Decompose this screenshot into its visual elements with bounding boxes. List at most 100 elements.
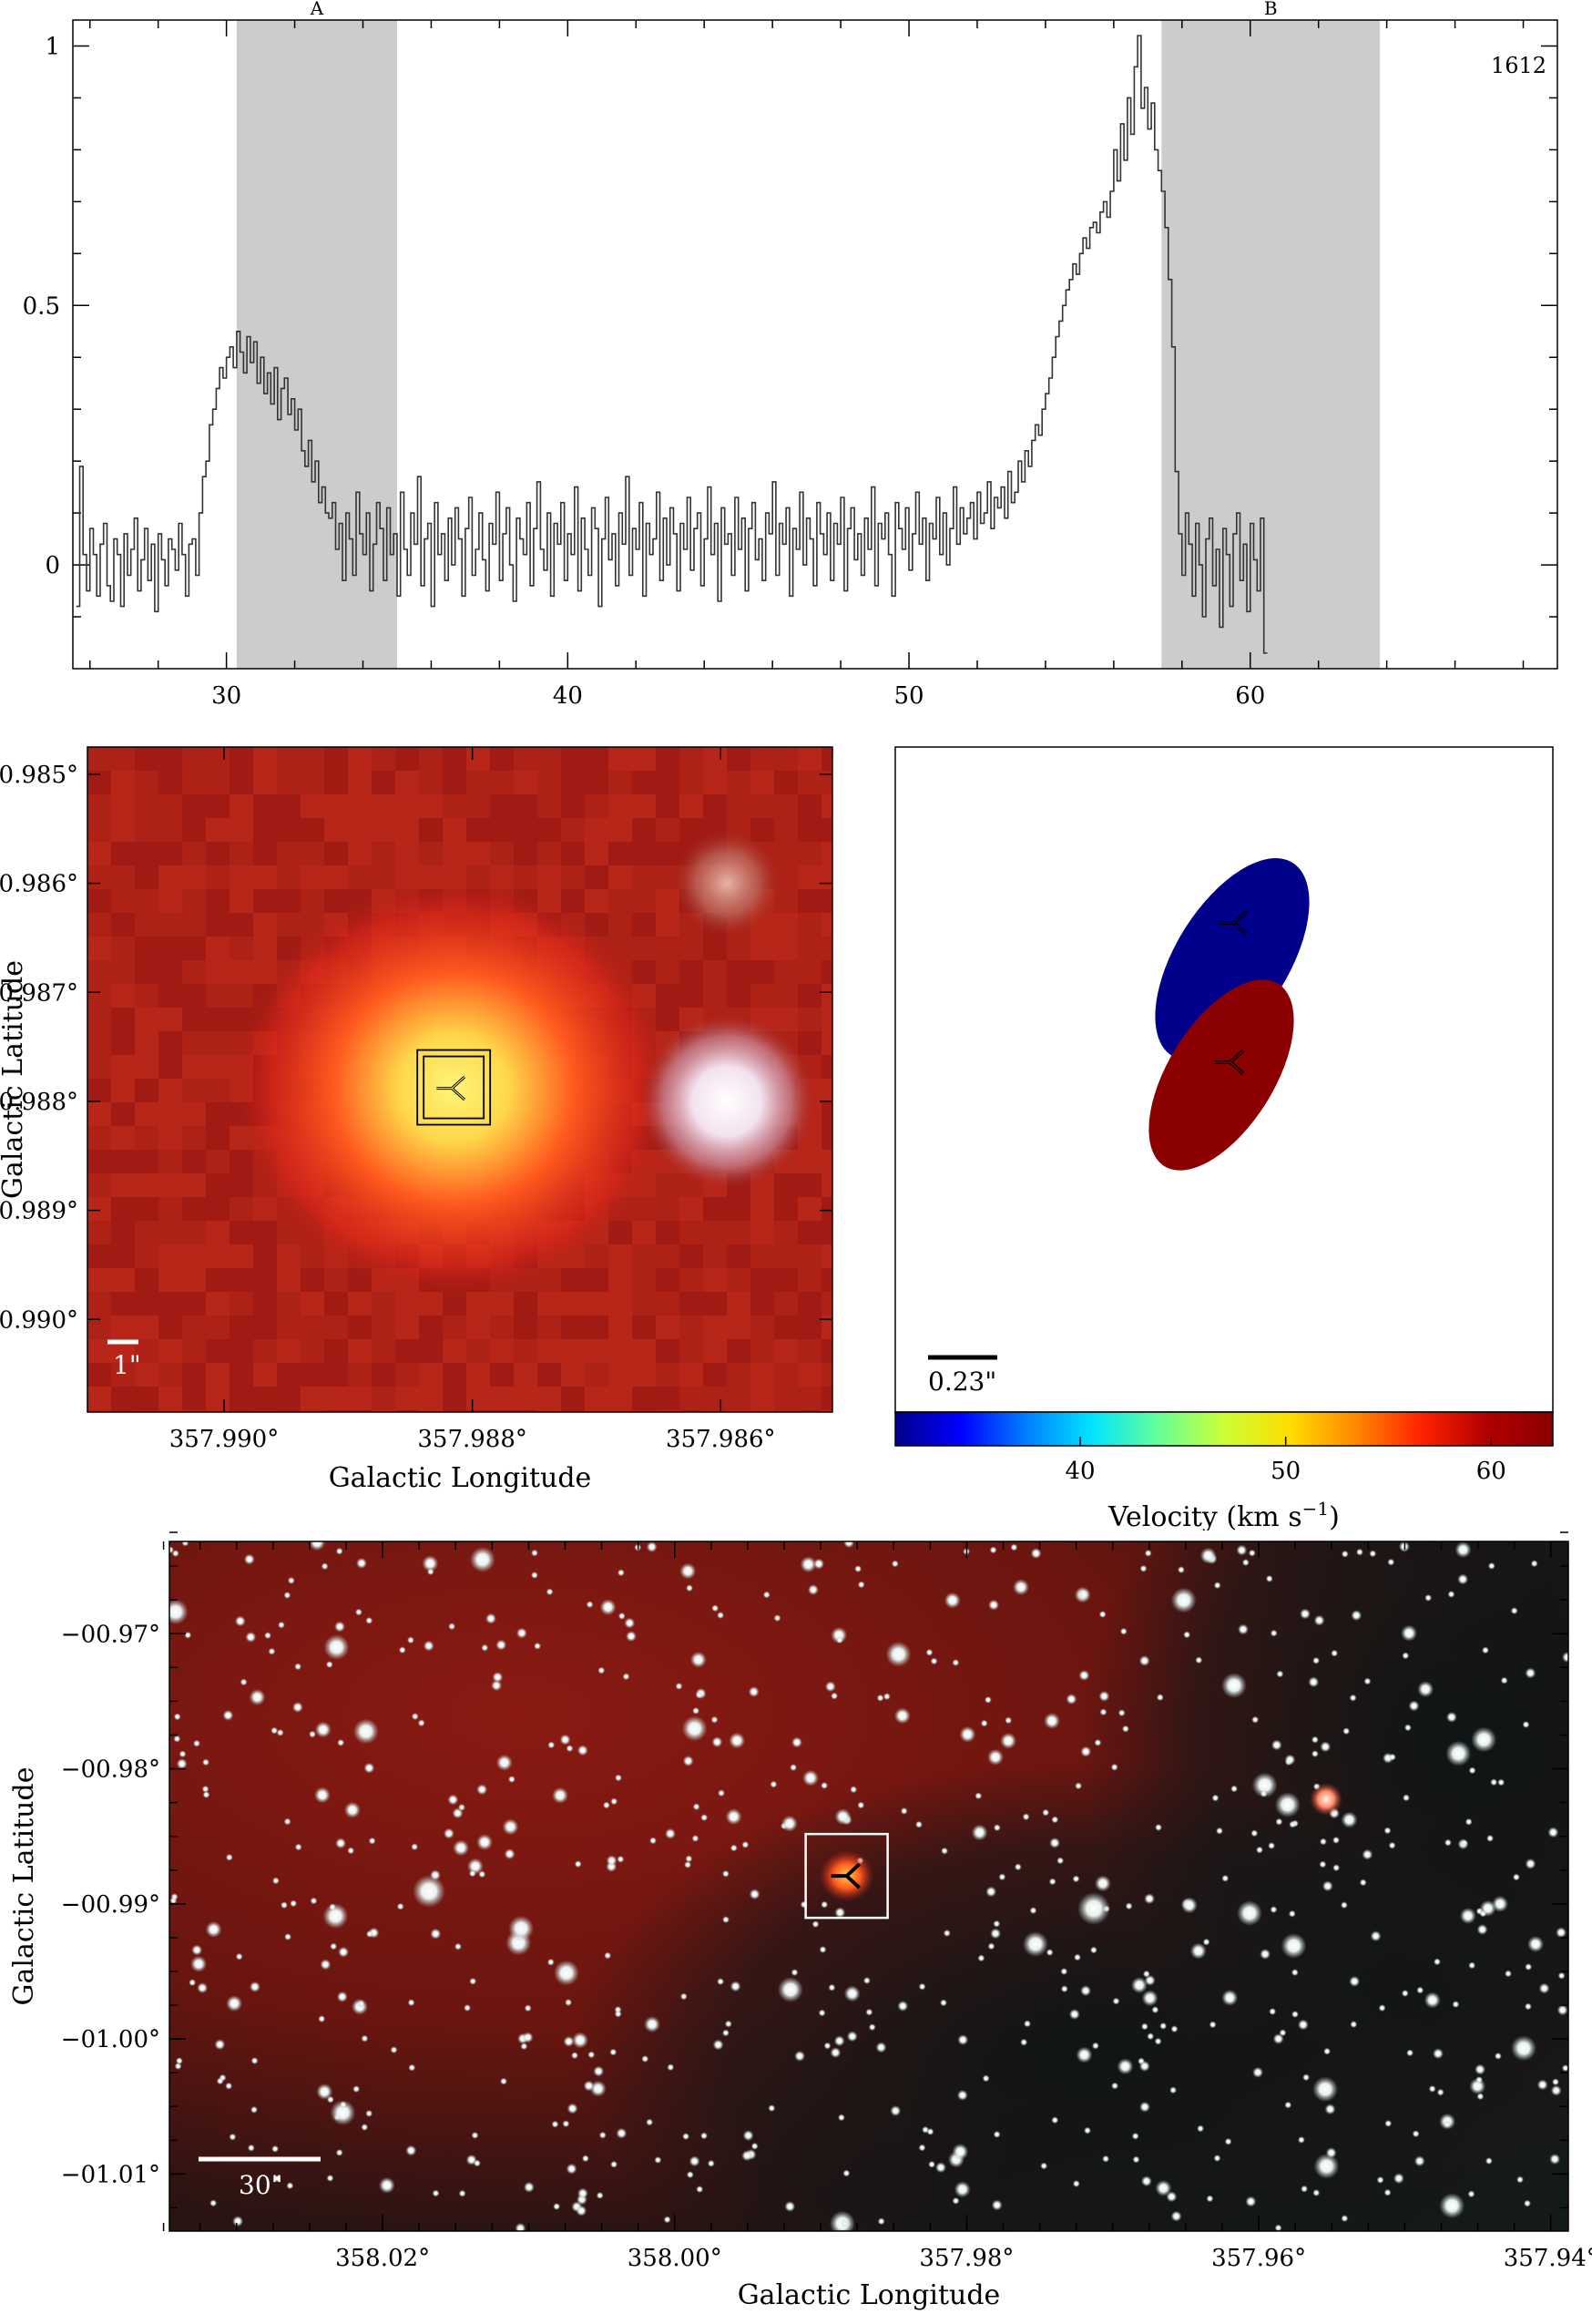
map-pixel — [277, 771, 301, 794]
star — [1099, 1708, 1107, 1716]
map-pixel — [230, 1316, 253, 1339]
star — [240, 1678, 248, 1686]
star — [654, 2156, 662, 2164]
map-pixel — [277, 794, 301, 818]
star — [1131, 2132, 1139, 2140]
star — [531, 1549, 538, 1557]
map-pixel — [87, 842, 111, 865]
map-pixel — [87, 937, 111, 960]
marker-box — [423, 1055, 485, 1120]
map-pixel — [585, 1363, 608, 1387]
map-pixel — [135, 889, 158, 913]
map-pixel — [774, 1244, 798, 1268]
map-pixel — [182, 1008, 206, 1031]
star — [1066, 1694, 1077, 1705]
star — [707, 2159, 715, 2167]
star — [689, 1651, 707, 1668]
map-pixel — [182, 1102, 206, 1126]
map-pixel — [206, 984, 230, 1008]
star — [1014, 1863, 1022, 1871]
star — [522, 2032, 534, 2043]
map-pixel — [490, 1292, 514, 1316]
map-pixel — [158, 1268, 182, 1292]
map-pixel — [632, 818, 656, 842]
star — [396, 1902, 404, 1910]
star — [1022, 1931, 1048, 1957]
map-pixel — [372, 818, 395, 842]
star — [1497, 1778, 1505, 1787]
star — [1270, 1629, 1278, 1637]
map-pixel — [111, 889, 135, 913]
map-pixel — [395, 1387, 419, 1410]
star — [515, 2222, 526, 2231]
map-pixel — [135, 1221, 158, 1244]
map-pixel — [158, 865, 182, 889]
star — [552, 1787, 568, 1804]
star — [1094, 1738, 1102, 1746]
map-pixel — [206, 913, 230, 937]
star — [724, 2020, 732, 2028]
star — [1138, 2061, 1150, 2072]
star — [1224, 2137, 1232, 2145]
map-pixel — [798, 1410, 822, 1412]
map-pixel — [277, 865, 301, 889]
map-pixel — [206, 1197, 230, 1221]
map-pixel — [182, 1079, 206, 1102]
star — [1260, 1789, 1268, 1797]
star — [205, 1920, 222, 1938]
star — [762, 1591, 770, 1599]
star — [1276, 1670, 1284, 1678]
star — [1155, 1823, 1162, 1831]
star — [1313, 2153, 1340, 2179]
map-pixel — [277, 1292, 301, 1316]
map-pixel — [490, 794, 514, 818]
map-pixel — [798, 1150, 822, 1173]
star — [877, 2217, 885, 2226]
map-pixel — [703, 1292, 727, 1316]
star — [831, 1692, 839, 1700]
star — [1383, 1827, 1392, 1835]
map-pixel — [230, 1339, 253, 1363]
map-pixel — [466, 1387, 490, 1410]
star — [225, 2082, 233, 2090]
map-pixel — [135, 1102, 158, 1126]
star — [1117, 2058, 1134, 2075]
star — [1475, 2063, 1486, 2075]
star — [1279, 2029, 1287, 2037]
map-pixel — [87, 1126, 111, 1150]
map-pixel — [608, 865, 632, 889]
map-pixel — [656, 1292, 679, 1316]
map-pixel — [822, 1363, 832, 1387]
map-pixel — [372, 1363, 395, 1387]
map-pixel — [135, 1316, 158, 1339]
map-pixel — [798, 1008, 822, 1031]
map-pixel — [135, 1197, 158, 1221]
star — [1221, 1989, 1239, 2006]
star — [626, 1631, 637, 1643]
star — [1476, 1924, 1488, 1935]
star — [1457, 1573, 1469, 1585]
star — [398, 1646, 406, 1654]
star — [1013, 1579, 1029, 1596]
star — [610, 1797, 618, 1806]
star — [1549, 2154, 1561, 2165]
star — [1556, 1927, 1567, 1939]
map-pixel — [798, 771, 822, 794]
map-pixel — [822, 1150, 832, 1173]
map-pixel — [750, 960, 774, 984]
y-tick-label: −00.989° — [0, 1198, 78, 1225]
map-pixel — [301, 747, 324, 771]
map-pixel — [230, 771, 253, 794]
map-pixel — [679, 984, 703, 1008]
star — [504, 1848, 515, 1860]
star — [1556, 2004, 1568, 2016]
star — [689, 2155, 700, 2167]
star — [1536, 2079, 1548, 2091]
star — [663, 2216, 671, 2224]
star — [722, 1916, 730, 1924]
map-pixel — [111, 913, 135, 937]
star — [574, 1860, 582, 1868]
spectrum-panel: A B 30 40 50 60 0 0.5 1 1612 — [0, 0, 1592, 729]
map-pixel — [561, 818, 585, 842]
star — [270, 1726, 279, 1735]
